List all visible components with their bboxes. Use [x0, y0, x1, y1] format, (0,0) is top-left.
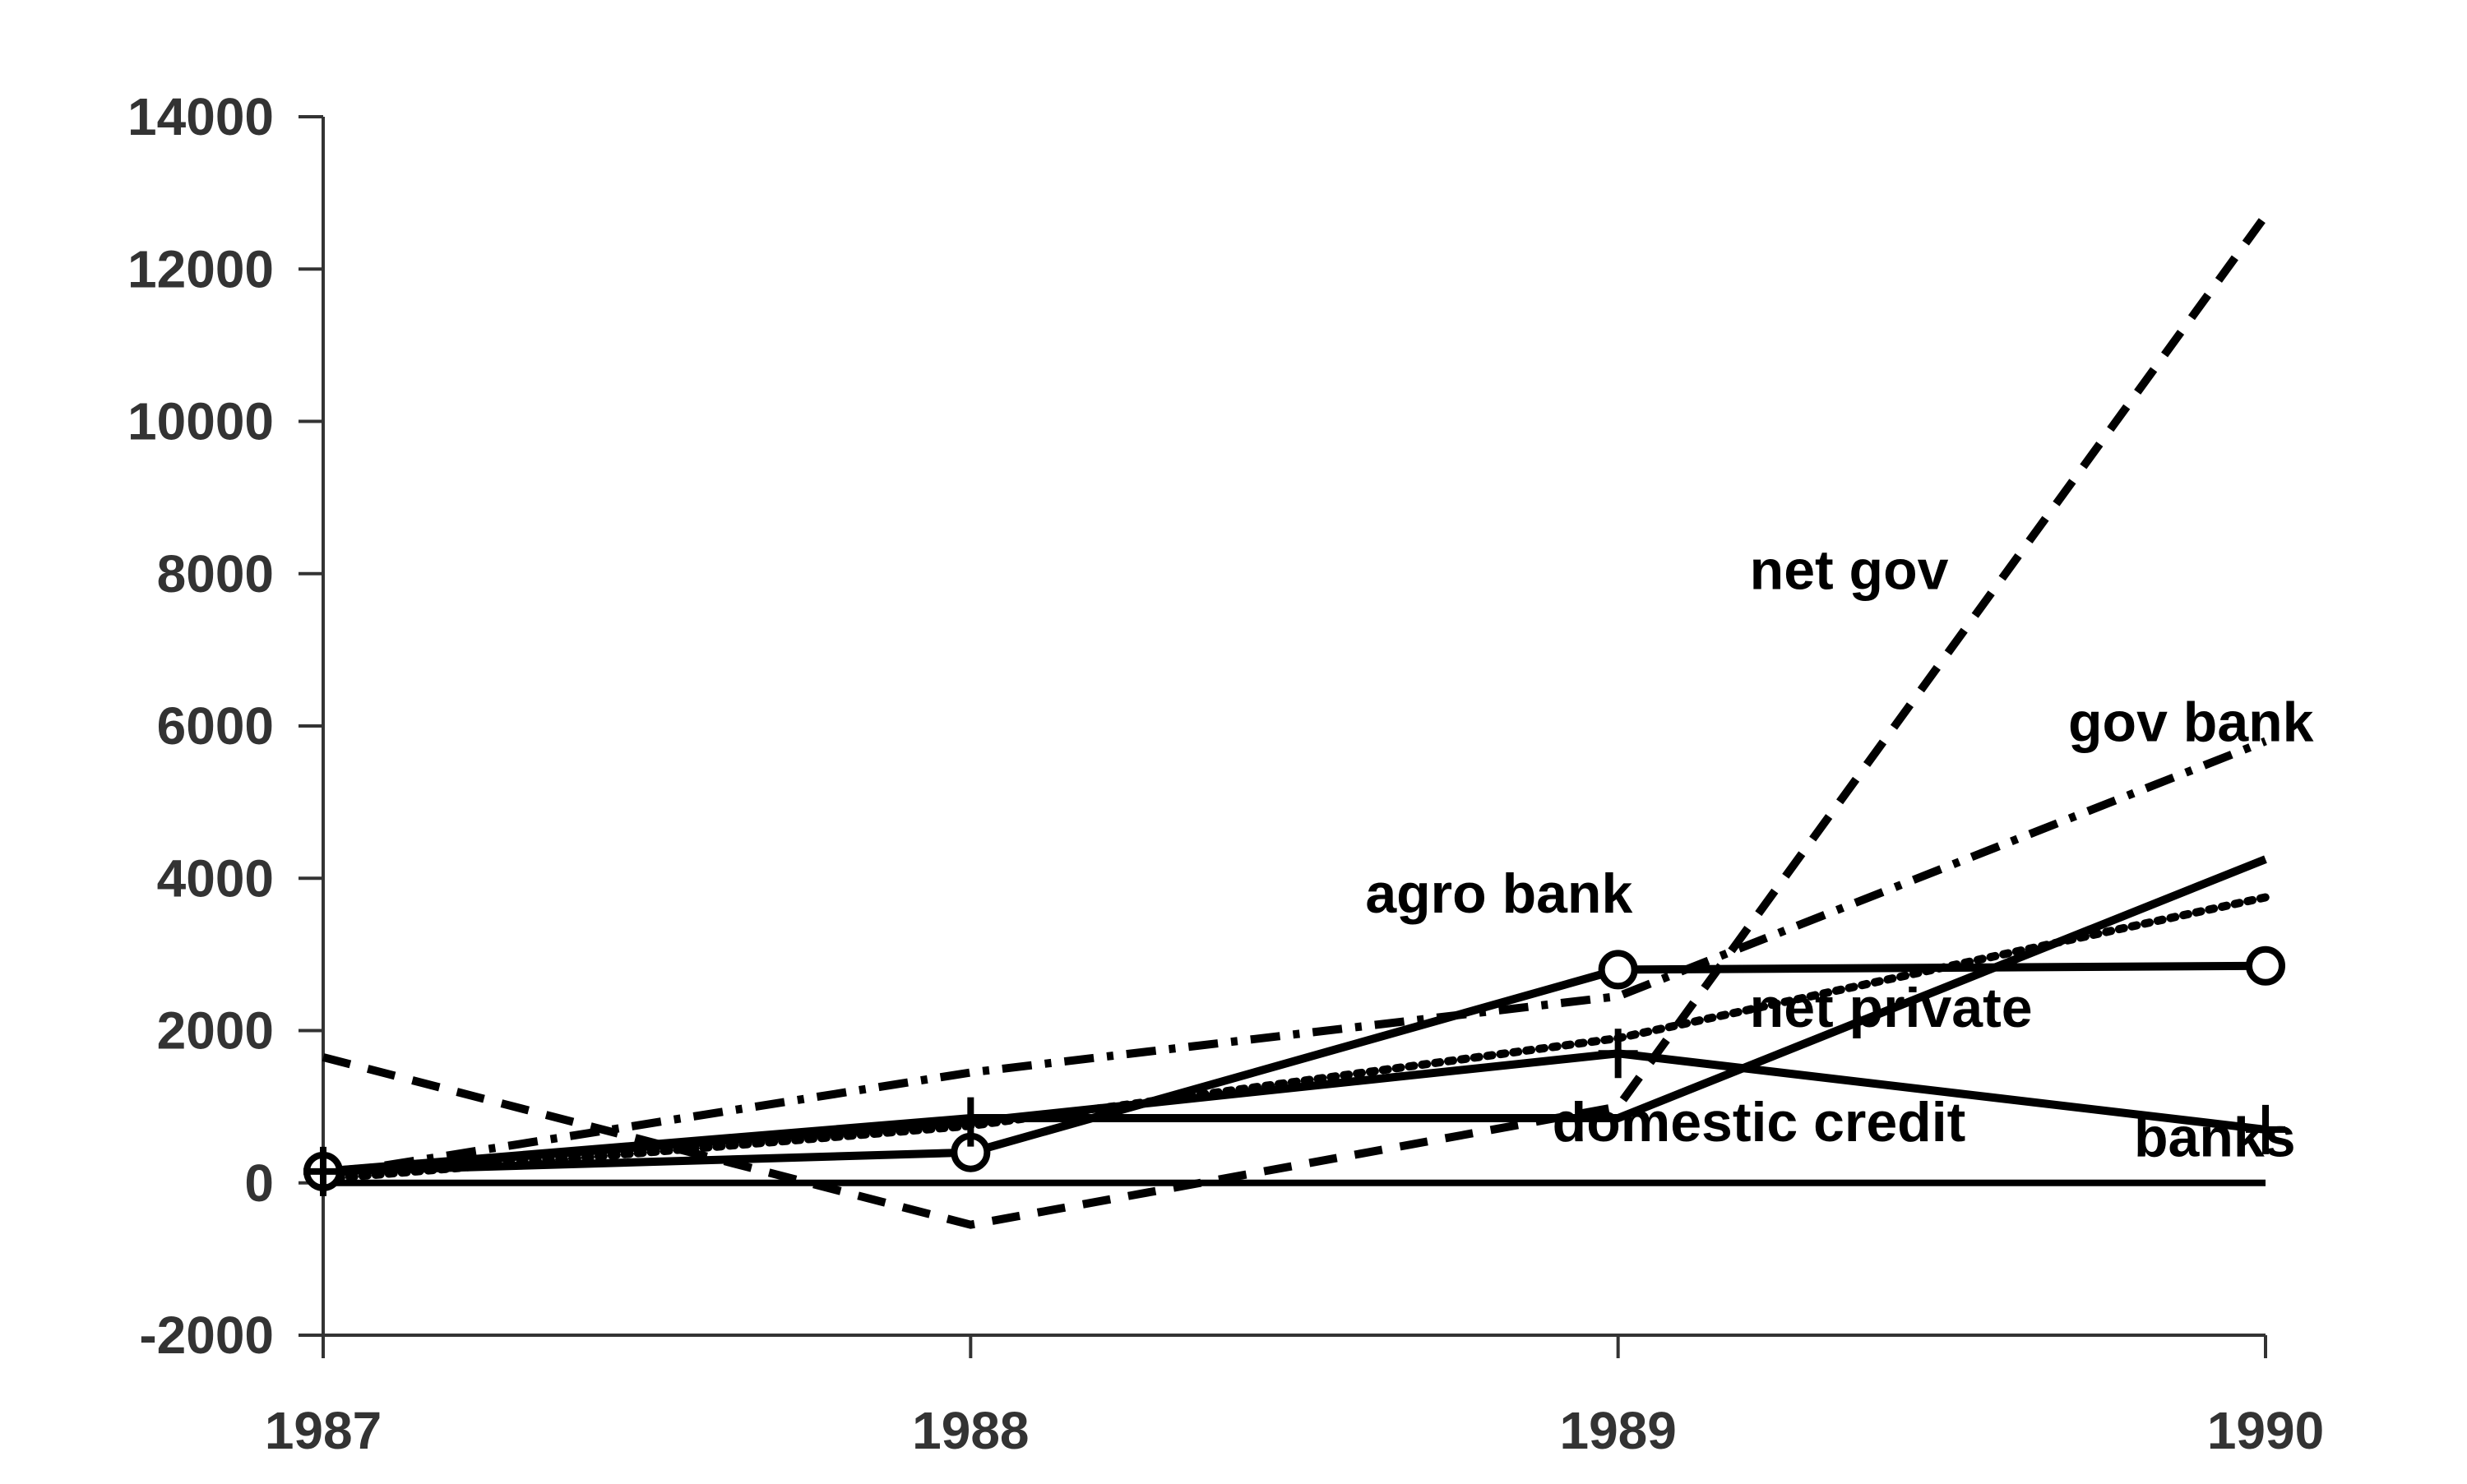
markers-group	[303, 945, 2285, 1196]
annotations-group: net gov gov bank agro bank net private domes…	[1365, 539, 2313, 1168]
x-tick-label: 1989	[1559, 1401, 1676, 1460]
y-tick-label: 6000	[157, 696, 274, 756]
label-net-private: net private	[1750, 977, 2033, 1039]
series-line-agro-bank	[322, 961, 2266, 1176]
series-line-net-gov	[322, 213, 2270, 1229]
circle-marker	[2246, 945, 2285, 986]
y-tick-label: 14000	[127, 87, 274, 146]
series-group	[319, 213, 2270, 1229]
y-tick-label: 12000	[127, 239, 274, 298]
y-tick-label: 4000	[157, 848, 274, 908]
label-agro-bank: agro bank	[1365, 862, 1632, 925]
y-tick-label: 10000	[127, 392, 274, 451]
x-tick-label: 1990	[2207, 1401, 2324, 1460]
series-line-gov-bank	[322, 737, 2267, 1180]
x-tick-label: 1987	[265, 1401, 382, 1460]
y-tick-label: -2000	[139, 1306, 274, 1365]
y-tick-label: 8000	[157, 544, 274, 603]
label-banks: banks	[2134, 1106, 2296, 1168]
label-gov-bank: gov bank	[2068, 691, 2314, 754]
label-domestic-credit: domestic credit	[1553, 1091, 1966, 1153]
axes: 14000 12000 10000 8000 6000 4000 2000 0 -2000 198…	[127, 87, 2324, 1460]
label-net-gov: net gov	[1750, 539, 1949, 601]
y-tick-label: 2000	[157, 1001, 274, 1061]
circle-marker	[1598, 950, 1638, 990]
y-tick-label: 0	[244, 1153, 274, 1213]
series-line-banks	[322, 1049, 2266, 1176]
x-tick-label: 1988	[912, 1401, 1029, 1460]
